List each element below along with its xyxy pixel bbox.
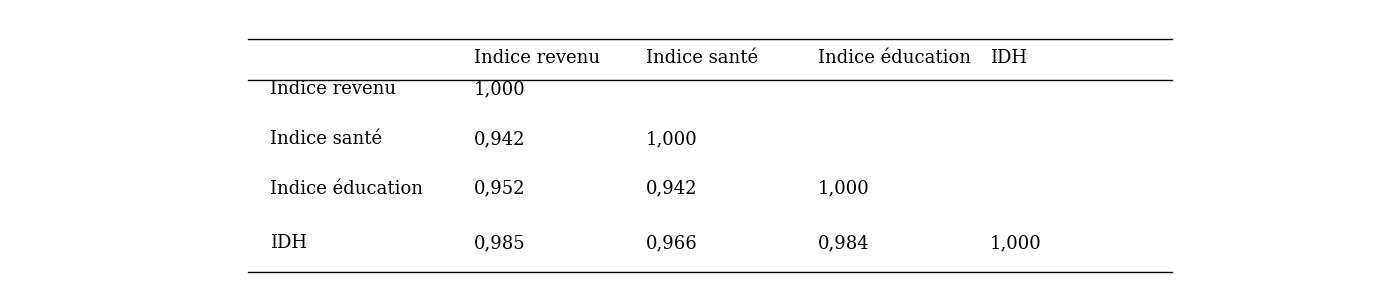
Text: Indice santé: Indice santé (646, 49, 758, 67)
Text: 1,000: 1,000 (990, 234, 1041, 252)
Text: 1,000: 1,000 (818, 180, 869, 198)
Text: 0,952: 0,952 (474, 180, 525, 198)
Text: Indice revenu: Indice revenu (474, 49, 600, 67)
Text: 0,942: 0,942 (646, 180, 697, 198)
Text: IDH: IDH (990, 49, 1027, 67)
Text: 0,984: 0,984 (818, 234, 869, 252)
Text: Indice santé: Indice santé (270, 130, 383, 148)
Text: Indice éducation: Indice éducation (818, 49, 970, 67)
Text: Indice éducation: Indice éducation (270, 180, 423, 198)
Text: 0,966: 0,966 (646, 234, 697, 252)
Text: 1,000: 1,000 (474, 80, 525, 98)
Text: 1,000: 1,000 (646, 130, 697, 148)
Text: 0,985: 0,985 (474, 234, 525, 252)
Text: IDH: IDH (270, 234, 306, 252)
Text: Indice revenu: Indice revenu (270, 80, 396, 98)
Text: 0,942: 0,942 (474, 130, 525, 148)
